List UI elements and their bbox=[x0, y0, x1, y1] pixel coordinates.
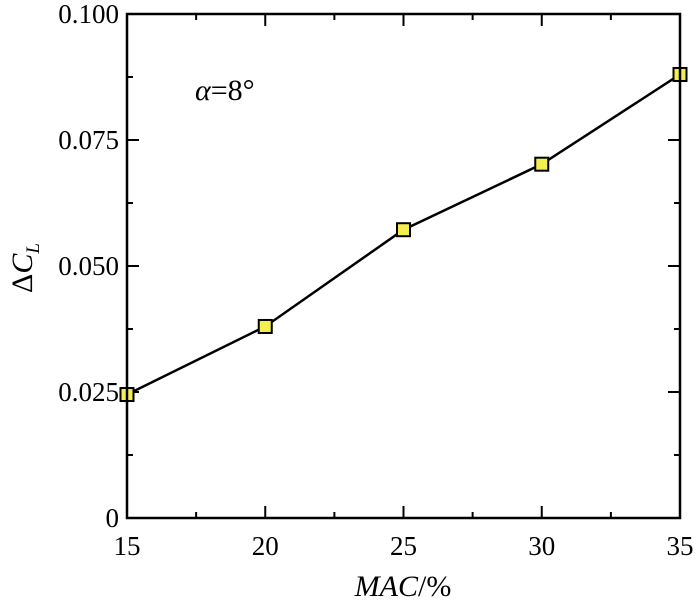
tick-labels: 15 20 25 30 35 0 0.025 0.050 0.075 0.100 bbox=[58, 0, 693, 561]
alpha-annotation: α=8° bbox=[195, 74, 255, 107]
series-markers bbox=[119, 66, 688, 403]
x-tick-label: 25 bbox=[390, 531, 417, 561]
x-tick-label: 30 bbox=[528, 531, 555, 561]
data-point-marker bbox=[257, 318, 273, 334]
data-point-marker bbox=[534, 156, 550, 172]
x-tick-label: 15 bbox=[114, 531, 141, 561]
y-tick-label: 0.050 bbox=[58, 251, 119, 281]
plot-frame bbox=[125, 12, 682, 520]
x-axis-label: MAC/% bbox=[354, 570, 452, 603]
y-tick-label: 0 bbox=[106, 503, 120, 533]
y-tick-label: 0.025 bbox=[58, 377, 119, 407]
x-tick-label: 20 bbox=[252, 531, 279, 561]
x-tick-label: 35 bbox=[667, 531, 694, 561]
y-axis-label: ΔCL bbox=[6, 243, 44, 293]
y-tick-label: 0.100 bbox=[58, 0, 119, 29]
data-point-marker bbox=[396, 222, 411, 238]
y-tick-label: 0.075 bbox=[58, 125, 119, 155]
